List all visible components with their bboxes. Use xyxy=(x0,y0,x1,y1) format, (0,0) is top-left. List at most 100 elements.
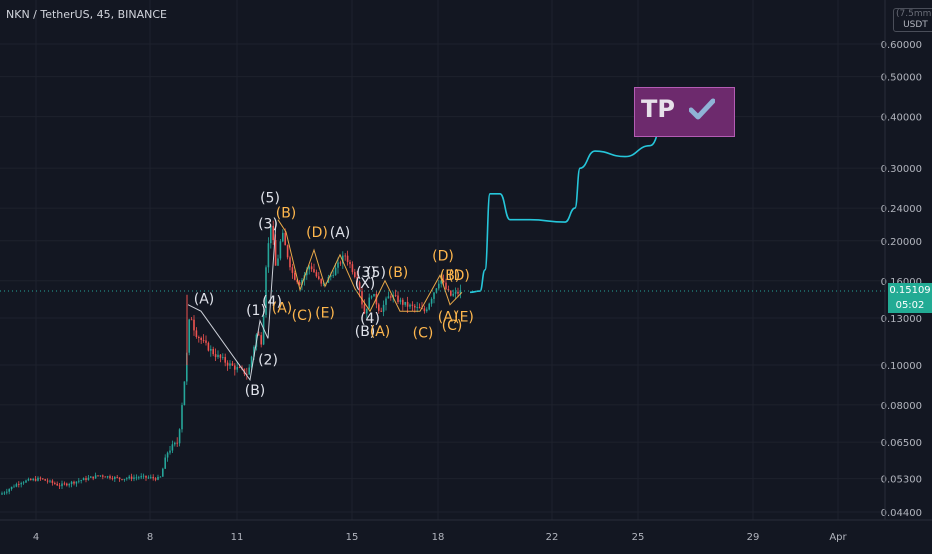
candle-body xyxy=(152,477,154,479)
candle-body xyxy=(87,477,90,480)
wave-line xyxy=(187,222,277,382)
y-tick-label: 0.16000 xyxy=(881,277,922,288)
candle-body xyxy=(320,278,322,284)
y-tick-label: 0.24000 xyxy=(881,204,922,215)
candle-body xyxy=(8,489,10,492)
time-scale[interactable]: 4 8 11 15 18 22 25 29 Apr xyxy=(0,519,932,543)
wave-label: (C) xyxy=(413,325,434,341)
take-profit-box[interactable]: TP xyxy=(634,87,735,137)
candle-body xyxy=(430,298,433,304)
wave-label: (C) xyxy=(442,318,463,334)
candle-body xyxy=(286,245,289,258)
candle-body xyxy=(224,357,226,363)
y-tick-label: 0.40000 xyxy=(881,113,922,124)
candle-body xyxy=(135,477,138,479)
candle-body xyxy=(171,444,174,451)
wave-labels: (A)(B)(1)(2)(3)(4)(5)(B)(A) (C)(D)(E)(A)(… xyxy=(194,190,474,399)
candle-body xyxy=(442,280,445,283)
y-tick-label: 0.10000 xyxy=(881,361,922,372)
candle-body xyxy=(109,476,111,479)
candle-body xyxy=(133,477,135,479)
candle-body xyxy=(32,478,34,481)
candle-body xyxy=(147,477,150,479)
candle-body xyxy=(66,483,68,486)
candle-body xyxy=(3,492,6,494)
wave-label: (X) xyxy=(355,276,376,292)
take-profit-label: TP xyxy=(641,95,675,123)
candle-body xyxy=(428,303,430,310)
candle-body xyxy=(80,480,82,481)
candle-body xyxy=(380,310,382,312)
candle-body xyxy=(123,478,126,480)
candle-body xyxy=(82,478,85,481)
grid-lines xyxy=(0,0,885,520)
y-tick-label: 0.08000 xyxy=(881,401,922,412)
candle-body xyxy=(409,304,411,307)
candle-body xyxy=(399,299,402,303)
candle-body xyxy=(39,477,42,479)
candle-body xyxy=(121,479,123,480)
candle-body xyxy=(284,232,286,246)
candle-body xyxy=(22,482,25,484)
candle-body xyxy=(37,477,39,481)
candle-body xyxy=(298,282,301,286)
candle-body xyxy=(236,367,238,370)
candle-body xyxy=(214,354,217,358)
candle-body xyxy=(51,480,54,483)
candle-body xyxy=(265,267,267,315)
candle-body xyxy=(78,480,80,482)
candle-body xyxy=(270,225,272,244)
candle-body xyxy=(452,293,454,296)
currency-label: USDT xyxy=(903,20,928,30)
candle-body xyxy=(169,450,171,453)
candle-body xyxy=(310,266,313,270)
candle-body xyxy=(426,309,428,312)
candle-body xyxy=(116,477,118,478)
candle-body xyxy=(114,477,116,479)
candle-body xyxy=(349,262,351,265)
candle-body xyxy=(85,478,87,480)
candle-body xyxy=(373,293,375,297)
candle-body xyxy=(382,304,385,312)
candle-body xyxy=(6,491,8,493)
price-scale[interactable]: 0.04400 0.05300 0.06500 0.08000 0.10000 0.130… xyxy=(881,0,922,520)
y-tick-label: 0.30000 xyxy=(881,164,922,175)
bar-countdown: 05:02 xyxy=(895,300,925,312)
candle-body xyxy=(351,264,354,273)
candle-body xyxy=(337,262,339,268)
candle-body xyxy=(332,275,334,277)
candle-body xyxy=(294,272,296,280)
candle-body xyxy=(438,283,440,289)
candle-body xyxy=(344,255,346,257)
wave-label: (B) xyxy=(276,206,297,222)
candle-body xyxy=(346,255,349,263)
candle-body xyxy=(416,307,418,308)
candle-body xyxy=(54,482,56,484)
symbol-title[interactable]: NKN / TetherUS, 45, BINANCE xyxy=(6,8,167,21)
candle-body xyxy=(358,282,361,292)
candle-body xyxy=(414,305,416,308)
candle-body xyxy=(440,280,442,284)
candle-body xyxy=(205,340,207,343)
candle-body xyxy=(450,290,452,296)
candle-body xyxy=(106,476,109,478)
candle-body xyxy=(90,476,92,478)
x-tick-label: 8 xyxy=(147,532,153,543)
candle-body xyxy=(390,296,392,298)
x-tick-label: 22 xyxy=(546,532,559,543)
candle-body xyxy=(128,476,130,479)
y-tick-label: 0.60000 xyxy=(881,40,922,51)
candle-body xyxy=(282,232,284,242)
wave-label: (4) xyxy=(262,294,282,310)
y-tick-label: 0.06500 xyxy=(881,438,922,449)
wave-label: (B) xyxy=(388,265,409,281)
candle-body xyxy=(49,480,51,482)
currency-badge[interactable]: (7.5mm) USDT xyxy=(893,8,932,32)
candle-body xyxy=(207,342,210,351)
x-tick-label: Apr xyxy=(829,532,847,543)
candle-body xyxy=(126,478,128,480)
candle-body xyxy=(70,481,73,485)
candle-body xyxy=(15,484,18,487)
